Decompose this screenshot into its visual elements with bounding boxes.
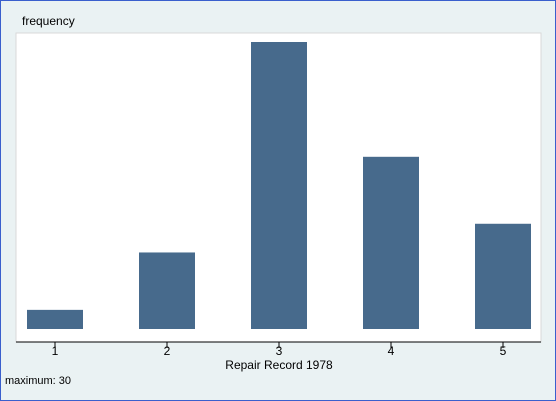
bar (363, 156, 419, 329)
x-tick-label: 1 (52, 344, 59, 358)
bar (27, 309, 83, 329)
y-axis-title: frequency (22, 14, 75, 28)
bar (251, 42, 307, 329)
x-tick-label: 5 (500, 344, 507, 358)
note: maximum: 30 (5, 375, 71, 387)
x-tick-label: 3 (276, 344, 283, 358)
x-tick-label: 2 (164, 344, 171, 358)
bar (139, 252, 195, 329)
x-axis-title: Repair Record 1978 (225, 358, 333, 372)
bar (475, 223, 531, 329)
x-tick-label: 4 (388, 344, 395, 358)
